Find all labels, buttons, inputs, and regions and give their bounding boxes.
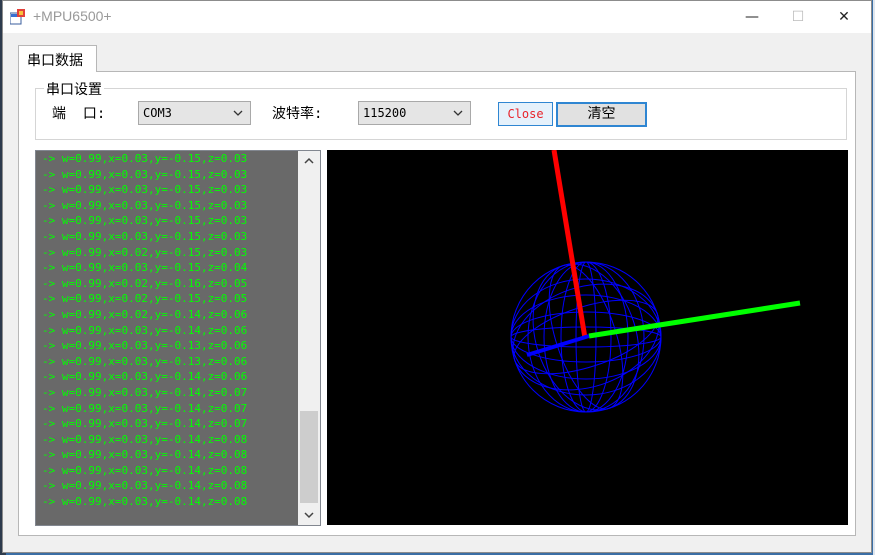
console-line: -> w=0.99,x=0.03,y=-0.14,z=0.08 — [42, 463, 248, 477]
maximize-button[interactable]: ☐ — [775, 1, 821, 33]
y-axis-line — [551, 149, 588, 339]
chevron-up-icon — [304, 157, 314, 164]
console-line: -> w=0.99,x=0.03,y=-0.14,z=0.06 — [42, 370, 248, 384]
port-select[interactable]: COM3 — [138, 101, 251, 125]
console-line: -> w=0.99,x=0.02,y=-0.15,z=0.03 — [42, 245, 248, 259]
baud-label: 波特率: — [272, 106, 323, 122]
serial-settings-label: 串口设置 — [44, 79, 104, 99]
console-line: -> w=0.99,x=0.03,y=-0.14,z=0.08 — [42, 448, 248, 462]
chevron-down-icon — [304, 512, 314, 519]
z-axis-line — [526, 334, 590, 357]
x-axis-line — [588, 300, 801, 339]
console-line: -> w=0.99,x=0.03,y=-0.14,z=0.07 — [42, 417, 248, 431]
serial-settings-group: 串口设置 端 口: COM3 波特率: 115200 Close 清空 — [35, 79, 847, 140]
tab-label: 串口数据 — [27, 53, 83, 69]
console-lines: -> w=0.99,x=0.03,y=-0.15,z=0.03 -> w=0.99… — [36, 151, 296, 525]
console-line: -> w=0.99,x=0.02,y=-0.14,z=0.06 — [42, 307, 248, 321]
console-line: -> w=0.99,x=0.03,y=-0.14,z=0.06 — [42, 323, 248, 337]
minimize-button[interactable]: — — [729, 1, 775, 33]
console-line: -> w=0.99,x=0.03,y=-0.14,z=0.07 — [42, 385, 248, 399]
console-line: -> w=0.99,x=0.02,y=-0.15,z=0.05 — [42, 292, 248, 306]
chevron-down-icon — [453, 110, 463, 116]
window-title: +MPU6500+ — [33, 8, 112, 24]
vertical-scrollbar[interactable] — [298, 151, 320, 525]
scroll-down-button[interactable] — [298, 505, 320, 525]
open-close-port-button[interactable]: Close — [498, 102, 553, 126]
baud-select-value: 115200 — [363, 106, 407, 120]
close-icon: ✕ — [838, 9, 850, 25]
desktop-background-right — [873, 0, 875, 555]
serial-console[interactable]: -> w=0.99,x=0.03,y=-0.15,z=0.03 -> w=0.99… — [35, 150, 321, 526]
title-bar[interactable]: +MPU6500+ — ☐ ✕ — [3, 1, 871, 33]
console-line: -> w=0.99,x=0.02,y=-0.16,z=0.05 — [42, 276, 248, 290]
console-line: -> w=0.99,x=0.03,y=-0.15,z=0.03 — [42, 214, 248, 228]
console-line: -> w=0.99,x=0.03,y=-0.13,z=0.06 — [42, 339, 248, 353]
console-line: -> w=0.99,x=0.03,y=-0.15,z=0.03 — [42, 198, 248, 212]
console-line: -> w=0.99,x=0.03,y=-0.14,z=0.08 — [42, 432, 248, 446]
console-line: -> w=0.99,x=0.03,y=-0.15,z=0.03 — [42, 167, 248, 181]
console-line: -> w=0.99,x=0.03,y=-0.15,z=0.03 — [42, 152, 248, 165]
app-icon — [10, 9, 25, 25]
console-line: -> w=0.99,x=0.03,y=-0.15,z=0.04 — [42, 261, 248, 275]
console-line: -> w=0.99,x=0.03,y=-0.14,z=0.08 — [42, 479, 248, 493]
tab-page-serial-data: 串口设置 端 口: COM3 波特率: 115200 Close 清空 -> w… — [18, 71, 856, 536]
maximize-icon: ☐ — [791, 9, 805, 25]
orientation-canvas — [510, 149, 801, 413]
console-line: -> w=0.99,x=0.03,y=-0.14,z=0.08 — [42, 495, 248, 509]
close-button[interactable]: ✕ — [821, 1, 867, 33]
scroll-up-button[interactable] — [298, 151, 320, 171]
console-line: -> w=0.99,x=0.03,y=-0.15,z=0.03 — [42, 229, 248, 243]
minimize-icon: — — [745, 9, 759, 25]
chevron-down-icon — [233, 110, 243, 116]
scroll-thumb[interactable] — [300, 411, 318, 503]
port-select-value: COM3 — [143, 106, 172, 120]
port-label: 端 口: — [52, 106, 106, 122]
console-line: -> w=0.99,x=0.03,y=-0.14,z=0.07 — [42, 401, 248, 415]
tab-serial-data[interactable]: 串口数据 — [18, 45, 97, 72]
3d-orientation-view[interactable] — [327, 149, 848, 525]
console-line: -> w=0.99,x=0.03,y=-0.13,z=0.06 — [42, 354, 248, 368]
clear-button[interactable]: 清空 — [556, 102, 647, 127]
baud-select[interactable]: 115200 — [358, 101, 471, 125]
console-line: -> w=0.99,x=0.03,y=-0.15,z=0.03 — [42, 183, 248, 197]
